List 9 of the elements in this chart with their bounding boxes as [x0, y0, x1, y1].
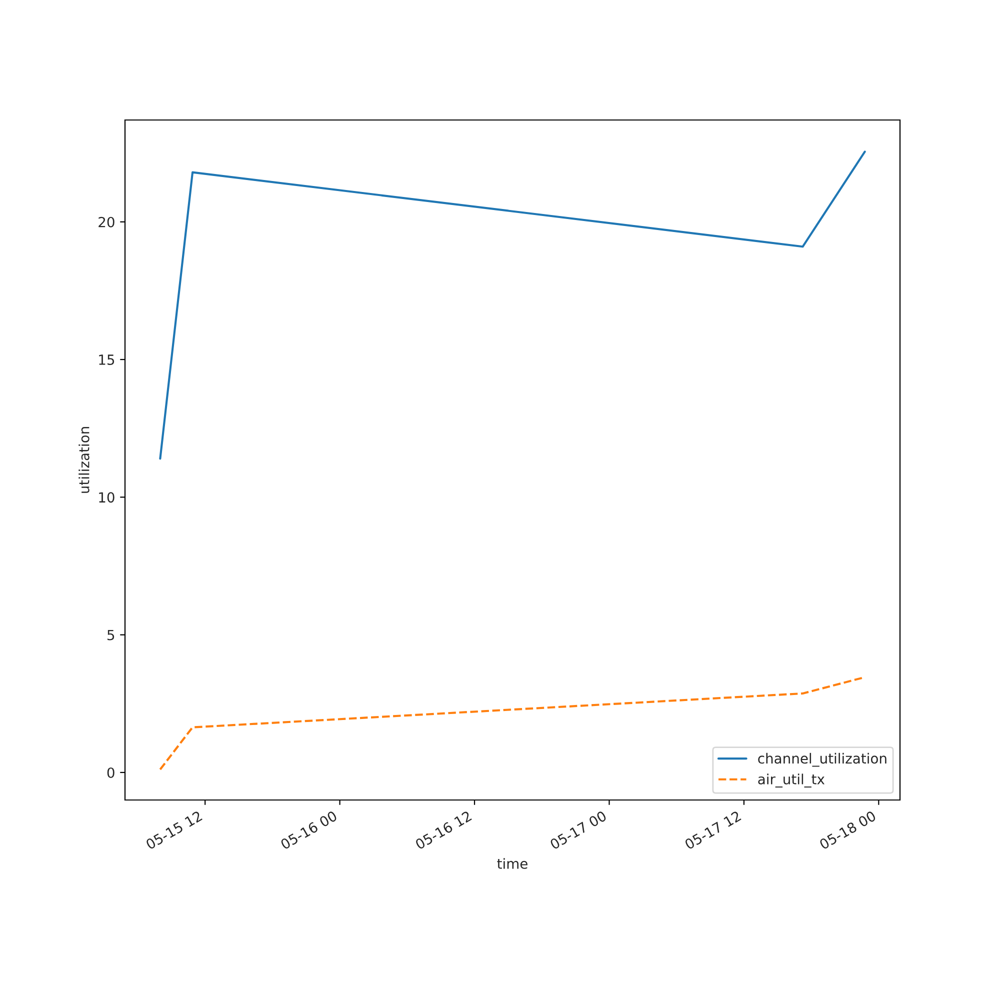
x-axis-title: time	[497, 858, 528, 869]
y-tick-label: 10	[99, 492, 114, 503]
legend-label: channel_utilization	[758, 752, 886, 767]
y-tick-label: 15	[99, 354, 114, 365]
y-tick-label: 5	[108, 630, 114, 640]
y-tick-label: 0	[107, 767, 114, 778]
y-tick-label: 20	[98, 216, 114, 228]
y-axis-title: utilization	[78, 427, 90, 493]
legend-label: air_util_tx	[758, 774, 825, 788]
